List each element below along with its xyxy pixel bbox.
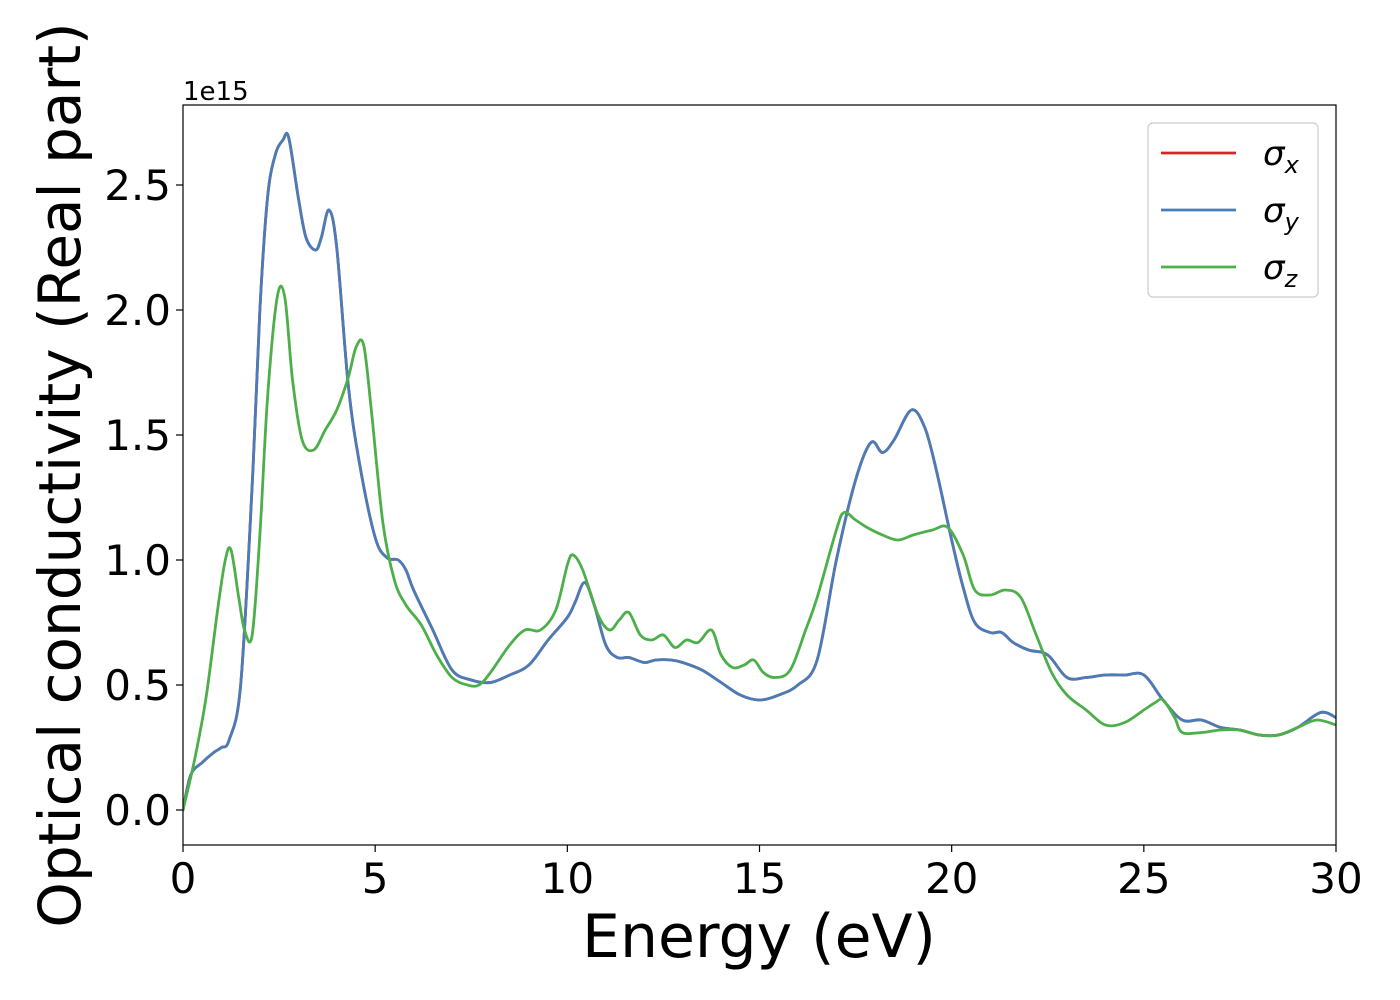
- x-tick-label: 0: [170, 854, 197, 903]
- legend-label-x: σx: [1263, 134, 1300, 179]
- y-tick-label: 2.5: [104, 161, 171, 210]
- legend-label-z: σz: [1263, 248, 1299, 293]
- y-tick-label: 0.5: [104, 661, 171, 710]
- x-tick-label: 15: [733, 854, 786, 903]
- x-tick-label: 10: [541, 854, 594, 903]
- x-tick-label: 30: [1309, 854, 1362, 903]
- series-layer: [183, 131, 1336, 812]
- x-tick-label: 20: [925, 854, 978, 903]
- legend: σx σy σz: [1147, 122, 1319, 298]
- y-offset-text: 1e15: [183, 77, 249, 107]
- ticks-layer: 0 5 10 15 20 25 30 0.0 0.5 1.0 1.5 2.0 2.5: [104, 161, 1363, 903]
- x-tick-label: 25: [1117, 854, 1170, 903]
- series-line-z: [183, 284, 1336, 812]
- x-tick-label: 5: [362, 854, 389, 903]
- legend-label-y: σy: [1263, 191, 1300, 236]
- y-tick-label: 0.0: [104, 786, 171, 835]
- x-axis-label: Energy (eV): [582, 902, 936, 972]
- y-axis-label: Optical conductivity (Real part): [26, 22, 94, 927]
- y-tick-label: 1.5: [104, 411, 171, 460]
- series-line-y: [183, 131, 1336, 812]
- y-tick-label: 1.0: [104, 536, 171, 585]
- y-tick-label: 2.0: [104, 286, 171, 335]
